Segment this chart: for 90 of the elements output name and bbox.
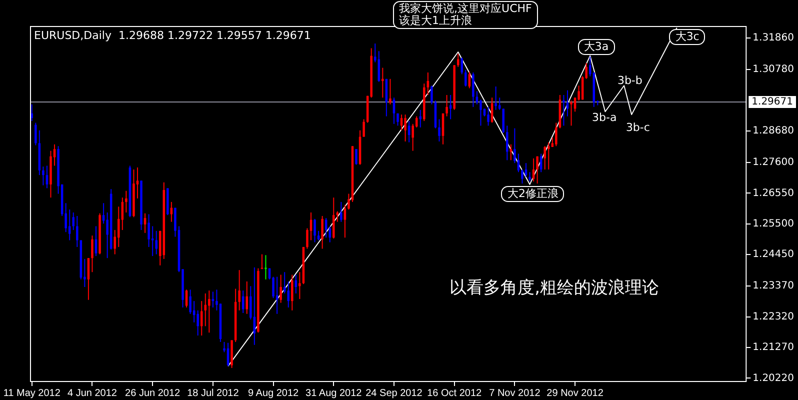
candlestick bbox=[362, 118, 365, 138]
candlestick bbox=[438, 118, 440, 142]
x-tick-label: 11 May 2012 bbox=[3, 388, 61, 399]
annotation: 大3a bbox=[578, 38, 615, 55]
candlestick bbox=[468, 71, 471, 89]
candlestick bbox=[487, 106, 490, 126]
candlestick bbox=[490, 97, 494, 124]
annotation: 大3c bbox=[669, 28, 706, 45]
y-tick-label: 1.25500 bbox=[752, 218, 794, 230]
candlestick bbox=[148, 214, 150, 248]
candlestick bbox=[317, 230, 320, 241]
candlestick bbox=[464, 69, 467, 88]
candlestick bbox=[298, 272, 301, 300]
candlestick bbox=[332, 197, 335, 239]
candlestick bbox=[264, 254, 268, 280]
candlestick bbox=[72, 212, 75, 231]
candlestick bbox=[506, 125, 508, 161]
candlestick bbox=[196, 310, 199, 336]
candlestick bbox=[68, 209, 71, 241]
candlestick bbox=[42, 166, 44, 186]
candlestick bbox=[314, 218, 316, 243]
y-tick-label: 1.27600 bbox=[752, 157, 794, 168]
y-tick-label: 1.23370 bbox=[752, 280, 794, 292]
ref-line-label: 1.29671 bbox=[752, 96, 794, 108]
candlestick bbox=[430, 85, 433, 105]
candlestick bbox=[321, 215, 324, 250]
candlestick bbox=[517, 153, 520, 173]
annotation: 3b-b bbox=[617, 74, 642, 87]
x-tick-label: 26 Jun 2012 bbox=[125, 388, 181, 399]
candlestick bbox=[555, 122, 558, 147]
x-tick-label: 31 Aug 2012 bbox=[306, 388, 362, 399]
candlestick bbox=[144, 212, 146, 234]
candlestick bbox=[344, 204, 346, 238]
candlestick bbox=[389, 78, 392, 105]
candlestick bbox=[528, 172, 531, 182]
candlestick bbox=[544, 146, 546, 170]
candlestick bbox=[562, 94, 565, 126]
candlestick bbox=[494, 86, 497, 110]
candlestick bbox=[91, 235, 94, 273]
candlestick bbox=[521, 169, 524, 184]
candlestick bbox=[340, 201, 342, 222]
y-tick-label: 1.21270 bbox=[752, 342, 794, 354]
candlestick bbox=[502, 108, 504, 134]
candlestick bbox=[480, 99, 482, 126]
candlestick bbox=[246, 280, 248, 314]
y-tick-label: 1.24450 bbox=[752, 249, 794, 260]
candlestick bbox=[460, 57, 464, 75]
candlestick bbox=[200, 300, 203, 336]
candlestick bbox=[396, 112, 399, 126]
candlestick bbox=[536, 156, 538, 184]
candlestick bbox=[238, 270, 240, 311]
candlestick bbox=[382, 67, 384, 98]
annotation: 3b-a bbox=[592, 110, 617, 124]
candlestick bbox=[291, 274, 294, 311]
candlestick bbox=[118, 206, 120, 248]
y-tick-label: 1.30780 bbox=[752, 64, 794, 76]
x-tick-label: 7 Nov 2012 bbox=[489, 388, 541, 399]
x-tick-label: 24 Sep 2012 bbox=[366, 388, 423, 399]
x-tick-label: 4 Jun 2012 bbox=[67, 388, 118, 399]
candlestick bbox=[155, 230, 158, 255]
candlestick bbox=[392, 97, 396, 124]
annotation: 大2修正浪 bbox=[501, 186, 564, 202]
candlestick bbox=[547, 142, 550, 170]
annotation: 以看多角度,粗绘的波浪理论 bbox=[450, 278, 660, 298]
candlestick bbox=[34, 122, 37, 146]
x-tick-label: 18 Jul 2012 bbox=[187, 388, 240, 399]
y-tick-label: 1.20220 bbox=[752, 372, 794, 384]
candlestick bbox=[404, 114, 406, 142]
candlestick bbox=[472, 72, 474, 108]
candlestick bbox=[125, 190, 128, 213]
y-tick-label: 1.31860 bbox=[752, 32, 794, 44]
candlestick bbox=[355, 148, 358, 166]
x-tick-label: 29 Nov 2012 bbox=[546, 388, 604, 399]
y-tick-label: 1.22320 bbox=[752, 311, 794, 322]
candlestick bbox=[287, 280, 290, 308]
x-tick-label: 9 Aug 2012 bbox=[248, 388, 300, 399]
candlestick bbox=[189, 289, 192, 314]
x-tick-label: 16 Oct 2012 bbox=[427, 388, 482, 399]
candlestick bbox=[76, 215, 78, 248]
y-tick-label: 1.28680 bbox=[752, 126, 794, 137]
candlestick bbox=[570, 100, 572, 126]
chart-title: EURUSD,Daily 1.29688 1.29722 1.29557 1.29671 bbox=[34, 29, 311, 42]
candlestick bbox=[446, 94, 448, 117]
annotation: 3b-c bbox=[626, 121, 650, 134]
candlestick bbox=[426, 72, 430, 96]
candlestick bbox=[208, 290, 210, 334]
y-tick-label: 1.26550 bbox=[752, 188, 794, 199]
candlestick bbox=[280, 274, 282, 304]
annotation: 我家大饼说,这里对应UCHF 该是大1上升浪 bbox=[393, 1, 538, 30]
candlestick bbox=[276, 276, 278, 314]
